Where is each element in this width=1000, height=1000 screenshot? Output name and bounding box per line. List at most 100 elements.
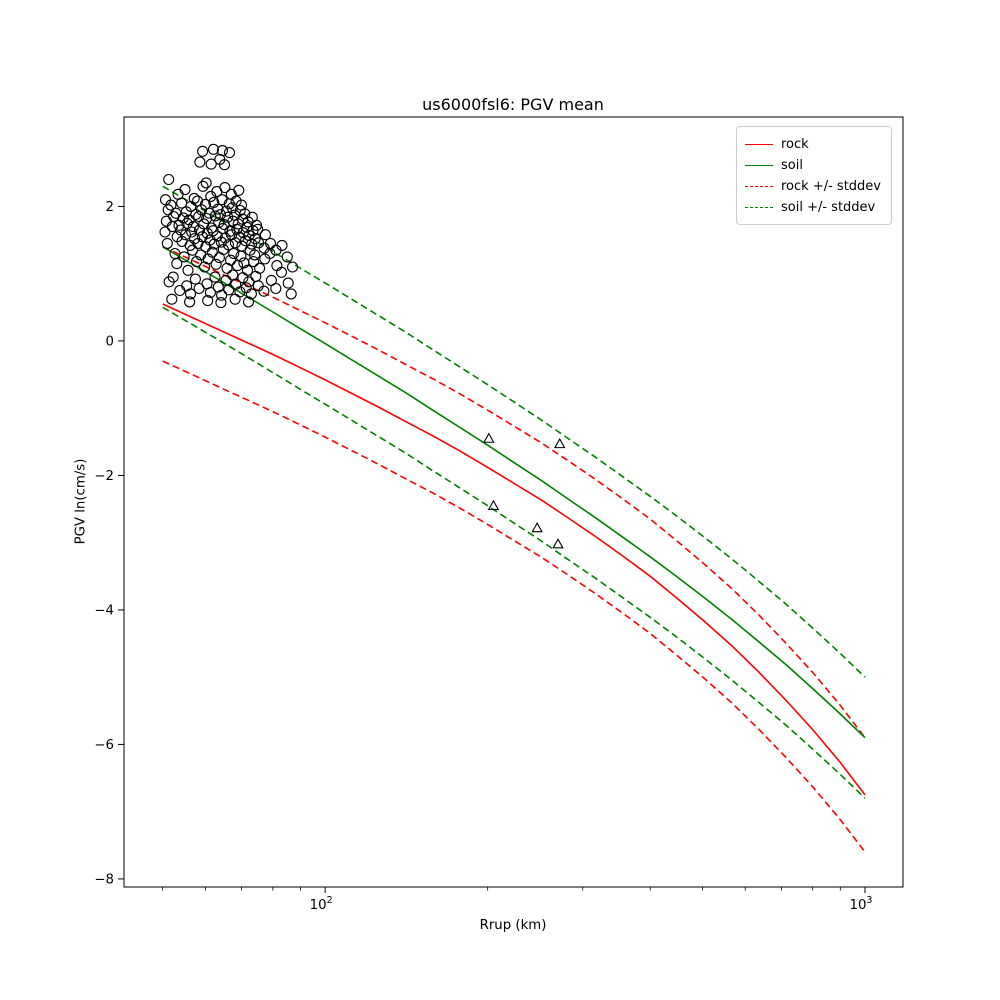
data-point-circle (225, 254, 237, 266)
data-point-circle (216, 289, 228, 301)
x-axis-ticks: 102 103 (162, 887, 873, 913)
data-point-circle (174, 284, 186, 297)
data-point-circle (212, 203, 224, 215)
data-point-circle (258, 285, 270, 297)
legend-item-rock-stddev: rock +/- stddev (745, 176, 881, 197)
data-point-circle (165, 199, 177, 211)
data-point-circle (210, 258, 222, 270)
data-point-circle (159, 226, 171, 238)
data-point-triangle (487, 499, 500, 511)
legend: rock soil rock +/- stddev soil +/- stdde… (736, 126, 892, 225)
data-point-circle (282, 277, 294, 289)
data-point-circle (223, 284, 235, 296)
data-point-circle (219, 182, 231, 194)
data-point-circle (270, 282, 282, 295)
data-point-circle (252, 280, 264, 292)
data-point-circle (163, 173, 175, 186)
data-point-circle (233, 184, 245, 196)
data-point-circle (213, 217, 225, 229)
data-point-circle (222, 239, 235, 251)
data-point-circle (215, 236, 227, 248)
data-point-circle (179, 184, 191, 196)
y-tick-label: −6 (94, 738, 114, 753)
data-point-circle (285, 288, 297, 300)
data-point-circle (242, 296, 255, 308)
y-axis-label: PGV ln(cm/s) (73, 458, 89, 545)
legend-label: rock (781, 137, 809, 152)
data-point-circle (223, 147, 236, 159)
data-point-circle (227, 269, 239, 281)
data-point-circle (218, 159, 231, 171)
data-point-circle (205, 158, 217, 170)
data-point-circle (259, 229, 271, 241)
legend-label: soil +/- stddev (781, 200, 876, 215)
y-tick-label: 2 (106, 200, 114, 215)
data-point-circle (167, 271, 179, 283)
data-point-circle (245, 288, 257, 300)
data-point-circle (246, 238, 258, 250)
y-tick-label: −8 (94, 872, 114, 887)
data-point-circle (206, 246, 218, 258)
rock-mean-curve (162, 303, 866, 796)
data-point-circle (197, 180, 209, 192)
data-point-circle (194, 156, 206, 168)
data-point-circle (207, 143, 220, 155)
y-tick-label: −2 (94, 469, 114, 484)
legend-label: rock +/- stddev (781, 179, 881, 194)
data-point-triangle (531, 521, 543, 533)
data-point-circle (161, 237, 173, 249)
data-point-circle (204, 286, 216, 299)
x-axis-label: Rrup (km) (479, 918, 547, 933)
data-point-circle (243, 276, 255, 288)
legend-item-soil: soil (745, 155, 881, 176)
soil-plus-stddev-curve (162, 185, 866, 678)
data-point-circle (202, 295, 214, 307)
data-point-circle (247, 225, 259, 237)
legend-sample-0 (745, 144, 773, 145)
data-point-circle (228, 247, 240, 260)
x-tick-label: 102 (310, 895, 333, 913)
curves (162, 185, 866, 853)
data-point-circle (186, 226, 198, 238)
legend-item-soil-stddev: soil +/- stddev (745, 197, 881, 218)
data-point-circle (215, 297, 227, 309)
data-point-circle (179, 229, 191, 241)
data-point-circle (171, 258, 183, 270)
data-point-circle (225, 188, 237, 200)
data-point-circle (276, 239, 288, 251)
data-point-circle (168, 210, 180, 223)
rock-minus-stddev-curve (162, 360, 866, 853)
data-point-circle (206, 222, 218, 234)
y-tick-label: 0 (106, 334, 114, 349)
y-axis-ticks: 2 0 −2 −4 −6 −8 (94, 200, 124, 887)
data-point-circle (209, 271, 221, 283)
data-point-circle (211, 230, 223, 242)
chart-title: us6000fsl6: PGV mean (422, 95, 604, 114)
scatter-points (159, 143, 299, 309)
data-point-circle (249, 249, 261, 261)
legend-item-rock: rock (745, 134, 881, 155)
y-tick-label: −4 (94, 603, 114, 618)
data-point-circle (234, 286, 246, 298)
data-point-circle (197, 145, 209, 157)
plot-frame (123, 116, 904, 888)
data-point-circle (160, 215, 172, 227)
data-point-circle (191, 256, 203, 268)
data-point-circle (186, 244, 199, 256)
triangle-points (483, 432, 566, 549)
x-tick-label: 103 (850, 895, 873, 913)
data-point-circle (189, 273, 201, 285)
data-point-circle (184, 296, 196, 308)
data-point-triangle (483, 432, 495, 443)
soil-minus-stddev-curve (162, 306, 866, 799)
legend-sample-2 (745, 186, 773, 187)
data-point-circle (286, 261, 299, 273)
data-point-circle (254, 262, 266, 274)
data-point-circle (208, 238, 220, 250)
data-point-circle (182, 264, 194, 276)
data-point-circle (200, 177, 212, 189)
rock-plus-stddev-curve (162, 246, 866, 739)
data-point-circle (166, 293, 178, 305)
data-point-circle (193, 224, 206, 236)
